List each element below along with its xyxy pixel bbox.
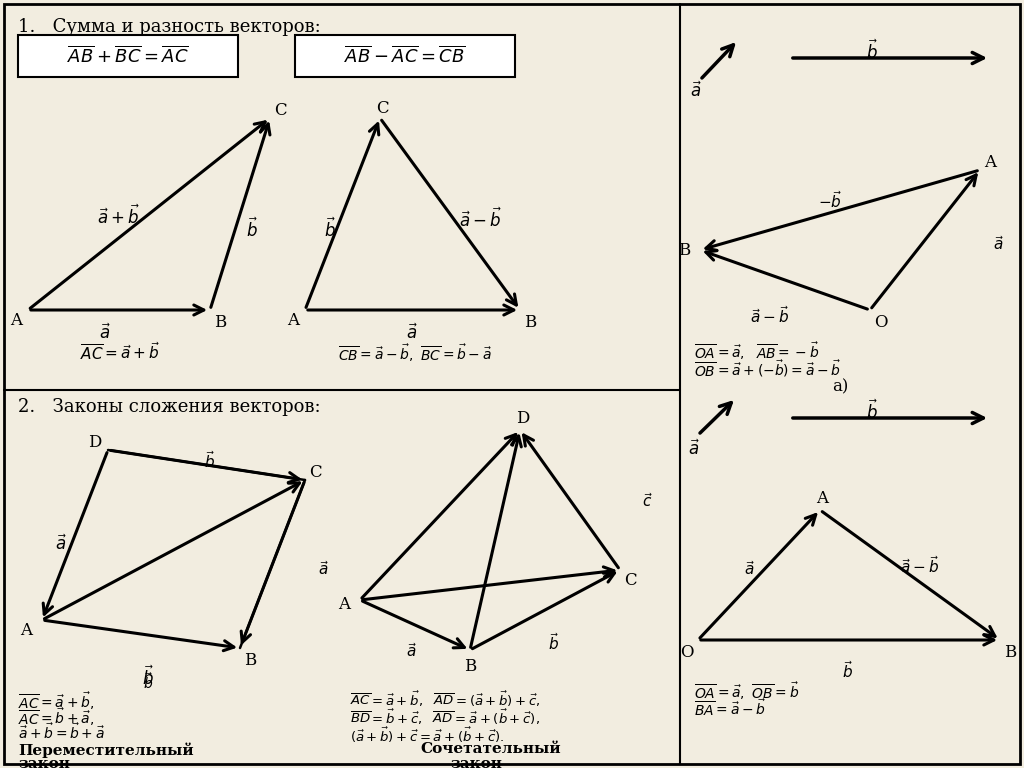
- Text: A: A: [20, 622, 32, 639]
- Text: $\vec{b}$: $\vec{b}$: [205, 450, 216, 471]
- Text: $-\vec{b}$: $-\vec{b}$: [818, 190, 842, 211]
- Text: а): а): [831, 378, 848, 395]
- Text: $\overline{AC}=\vec{a}+\vec{b}$: $\overline{AC}=\vec{a}+\vec{b}$: [80, 342, 160, 363]
- Bar: [295, 35, 515, 77]
- Text: A: A: [984, 154, 996, 171]
- Text: B: B: [1004, 644, 1016, 661]
- Text: $\vec{a}-\vec{b}$: $\vec{a}-\vec{b}$: [459, 208, 502, 231]
- Text: D: D: [88, 434, 101, 451]
- Text: $\overline{OA}=\vec{a},\ \overline{OB}=\vec{b}$: $\overline{OA}=\vec{a},\ \overline{OB}=\…: [694, 680, 800, 702]
- Text: $\vec{b}$: $\vec{b}$: [142, 666, 154, 690]
- Text: $\overline{BD}=\vec{b}+\vec{c},\ \ \overline{AD}=\vec{a}+(\vec{b}+\vec{c}),$: $\overline{BD}=\vec{b}+\vec{c},\ \ \over…: [350, 708, 540, 727]
- Text: 1.   Сумма и разность векторов:: 1. Сумма и разность векторов:: [18, 18, 321, 36]
- Text: $\vec{a}$: $\vec{a}$: [407, 642, 418, 660]
- Text: Сочетательный: Сочетательный: [420, 742, 560, 756]
- Text: $\overline{AC}=\vec{a}+\vec{b},\ \ \overline{AD}=(\vec{a}+\vec{b})+\vec{c},$: $\overline{AC}=\vec{a}+\vec{b},\ \ \over…: [350, 690, 541, 710]
- Text: B: B: [244, 652, 256, 669]
- Text: $\vec{a}$: $\vec{a}$: [688, 440, 700, 459]
- Text: $\overline{OB}=\vec{a}+(-\vec{b})=\vec{a}-\vec{b}$: $\overline{OB}=\vec{a}+(-\vec{b})=\vec{a…: [694, 358, 841, 379]
- Text: $\overline{AB}-\overline{AC}=\overline{CB}$: $\overline{AB}-\overline{AC}=\overline{C…: [344, 45, 466, 66]
- Text: B: B: [678, 242, 690, 259]
- Text: $\vec{b}$: $\vec{b}$: [246, 218, 258, 241]
- Text: $\vec{b}$: $\vec{b}$: [549, 632, 559, 653]
- Text: A: A: [816, 490, 828, 507]
- Text: закон: закон: [450, 757, 502, 768]
- Text: $\overline{BA}=\vec{a}-\vec{b}$: $\overline{BA}=\vec{a}-\vec{b}$: [694, 698, 766, 719]
- Text: C: C: [274, 102, 287, 119]
- Text: $\vec{a}$: $\vec{a}$: [318, 560, 329, 578]
- Text: $\vec{a}$: $\vec{a}$: [744, 560, 756, 578]
- Text: $\overline{OA}=\vec{a},\ \ \overline{AB}=-\vec{b}$: $\overline{OA}=\vec{a},\ \ \overline{AB}…: [694, 340, 819, 362]
- Text: 2.   Законы сложения векторов:: 2. Законы сложения векторов:: [18, 398, 321, 416]
- Text: O: O: [874, 314, 888, 331]
- Text: B: B: [214, 314, 226, 331]
- Text: закон: закон: [18, 757, 70, 768]
- Text: $\vec{a}+\vec{b}=\vec{b}+\vec{a}$: $\vec{a}+\vec{b}=\vec{b}+\vec{a}$: [18, 722, 105, 742]
- Text: $\vec{b}$: $\vec{b}$: [324, 218, 336, 241]
- Text: $\overline{AC}=\vec{b}+\vec{a},$: $\overline{AC}=\vec{b}+\vec{a},$: [18, 706, 94, 727]
- Text: $\overline{CB}=\vec{a}-\vec{b},\ \overline{BC}=\vec{b}-\vec{a}$: $\overline{CB}=\vec{a}-\vec{b},\ \overli…: [338, 342, 493, 363]
- Text: A: A: [10, 312, 22, 329]
- Text: $\vec{a}$: $\vec{a}$: [993, 235, 1005, 253]
- Text: C: C: [624, 572, 637, 589]
- Text: $(\vec{a}+\vec{b})+\vec{c}=\vec{a}+(\vec{b}+\vec{c}).$: $(\vec{a}+\vec{b})+\vec{c}=\vec{a}+(\vec…: [350, 726, 505, 746]
- Text: $\vec{a}$: $\vec{a}$: [407, 324, 418, 343]
- Text: $\vec{c}$: $\vec{c}$: [642, 492, 653, 510]
- Text: $\vec{a}$: $\vec{a}$: [690, 82, 701, 101]
- Text: $\vec{a}$: $\vec{a}$: [55, 535, 67, 554]
- Text: $\vec{a}-\vec{b}$: $\vec{a}-\vec{b}$: [900, 555, 940, 576]
- Text: $\overline{AB}+\overline{BC}=\overline{AC}$: $\overline{AB}+\overline{BC}=\overline{A…: [68, 45, 188, 67]
- Text: $\overline{AC}=\vec{a}+\vec{b},$: $\overline{AC}=\vec{a}+\vec{b},$: [18, 690, 94, 712]
- Text: A: A: [338, 596, 350, 613]
- Text: $\vec{a}+\vec{b}$: $\vec{a}+\vec{b}$: [96, 205, 139, 229]
- Text: C: C: [376, 100, 389, 117]
- Text: A: A: [287, 312, 299, 329]
- Text: D: D: [516, 410, 529, 427]
- Text: $\vec{a}-\vec{b}$: $\vec{a}-\vec{b}$: [751, 305, 790, 326]
- Bar: [18, 35, 238, 77]
- Text: $\vec{b}$: $\vec{b}$: [866, 40, 878, 64]
- Text: C: C: [309, 464, 322, 481]
- Text: $\vec{a}$: $\vec{a}$: [99, 324, 111, 343]
- Text: O: O: [680, 644, 693, 661]
- Text: $\vec{b}$: $\vec{b}$: [142, 672, 154, 692]
- Text: $\vec{b}$: $\vec{b}$: [843, 660, 854, 681]
- Text: $\vec{b}$: $\vec{b}$: [866, 400, 878, 423]
- Text: B: B: [524, 314, 537, 331]
- Text: Переместительный: Переместительный: [18, 742, 194, 757]
- Text: B: B: [464, 658, 476, 675]
